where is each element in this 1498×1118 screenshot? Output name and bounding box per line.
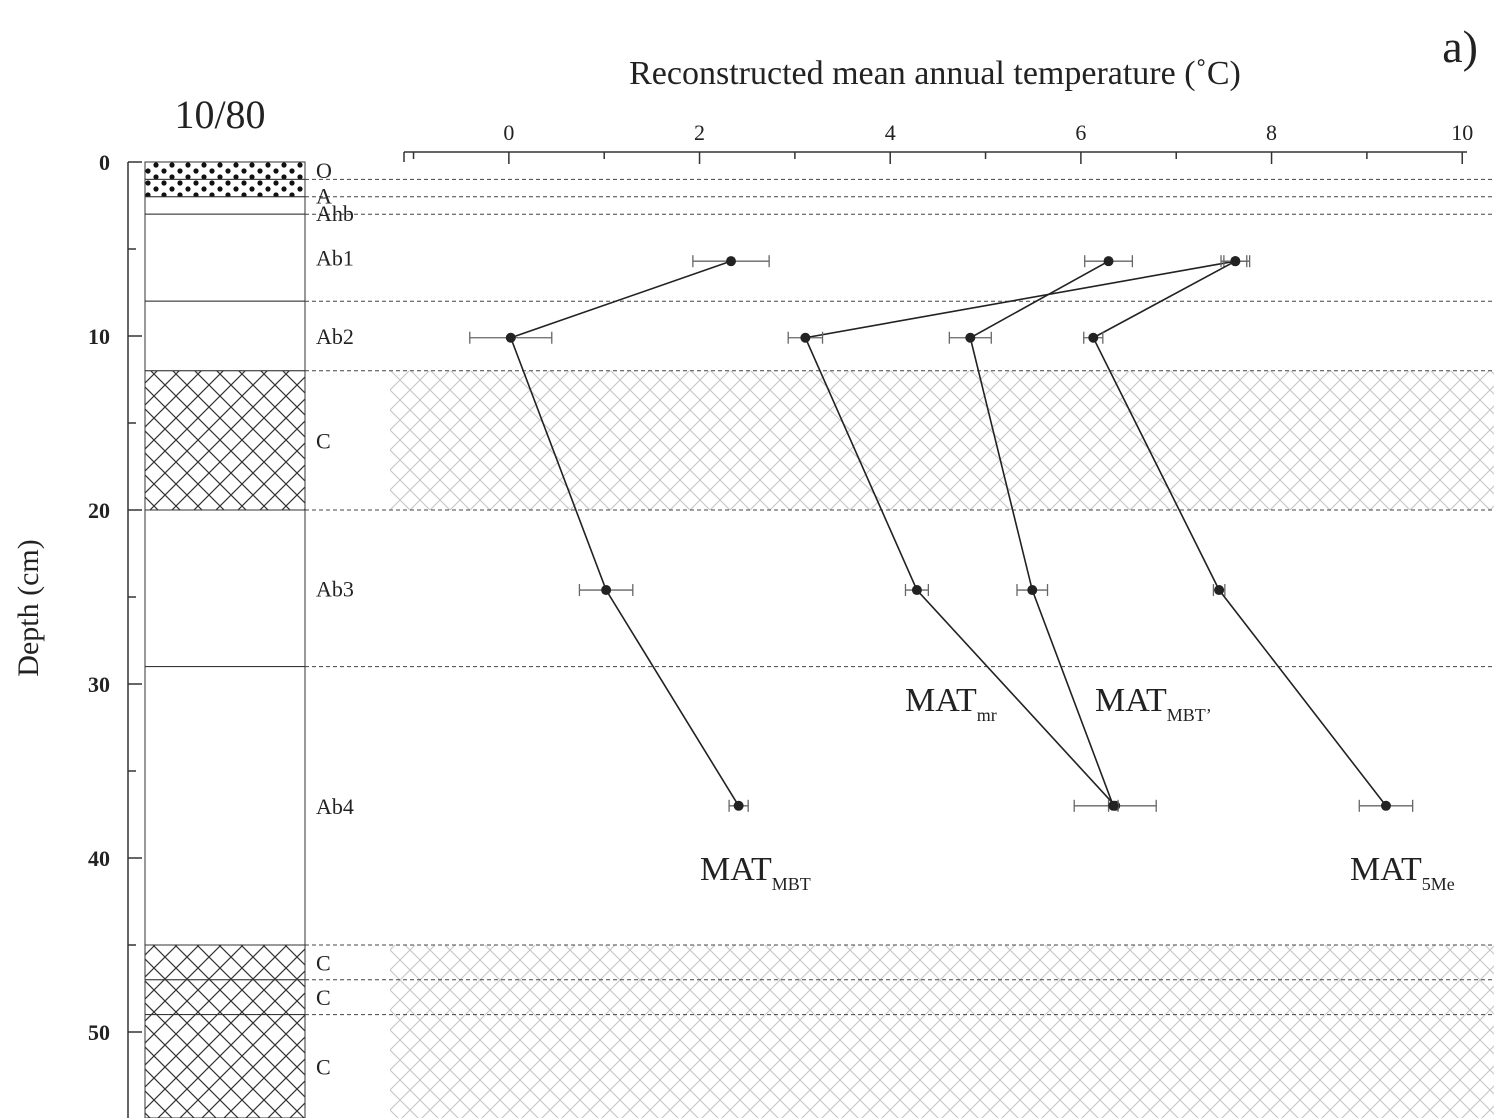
horizon-label-4: Ab2 bbox=[316, 324, 354, 349]
c-horizon-band-10 bbox=[390, 1014, 1494, 1118]
series-label-2: MATMBT’ bbox=[1095, 682, 1212, 725]
series-line-1 bbox=[804, 260, 1236, 807]
horizon-cell-3 bbox=[144, 213, 306, 302]
y-axis-title: Depth (cm) bbox=[12, 539, 45, 676]
series-line-0 bbox=[509, 260, 740, 807]
c-horizon-band-8 bbox=[390, 945, 1494, 980]
horizon-bands bbox=[390, 370, 1494, 1118]
series-label-subscript: 5Me bbox=[1422, 874, 1455, 894]
horizon-cell-0 bbox=[144, 161, 306, 180]
horizon-cell-5 bbox=[144, 370, 306, 511]
data-point bbox=[1108, 800, 1119, 811]
horizon-label-10: C bbox=[316, 1054, 331, 1079]
x-tick-label: 0 bbox=[503, 120, 514, 145]
data-point bbox=[601, 585, 612, 596]
horizon-cell-10 bbox=[144, 1014, 306, 1118]
y-axis: 0 10 20 30 40 50 bbox=[88, 150, 142, 1118]
panel-label: a) bbox=[1442, 21, 1478, 72]
data-point bbox=[800, 332, 811, 343]
c-horizon-band-9 bbox=[390, 979, 1494, 1015]
data-point bbox=[1214, 585, 1225, 596]
horizon-cell-2 bbox=[144, 196, 306, 215]
data-point bbox=[911, 585, 922, 596]
y-tick-label: 0 bbox=[99, 150, 110, 175]
x-tick-label: 2 bbox=[694, 120, 705, 145]
x-tick-label: 4 bbox=[885, 120, 896, 145]
horizon-label-9: C bbox=[316, 985, 331, 1010]
horizon-cell-4 bbox=[144, 300, 306, 372]
series-line-2 bbox=[969, 260, 1115, 807]
data-point bbox=[1230, 256, 1241, 267]
horizon-cell-1 bbox=[144, 178, 306, 198]
data-point bbox=[965, 332, 976, 343]
horizon-label-5: C bbox=[316, 428, 331, 453]
data-point bbox=[1380, 800, 1391, 811]
series-label-3: MAT5Me bbox=[1350, 851, 1455, 894]
series-label-0: MATMBT bbox=[700, 851, 811, 894]
horizon-label-2: Ahb bbox=[316, 201, 354, 226]
horizon-label-8: C bbox=[316, 950, 331, 975]
y-tick-label: 30 bbox=[88, 672, 110, 697]
y-tick-label: 20 bbox=[88, 498, 110, 523]
soil-profile-column bbox=[144, 161, 306, 1118]
horizon-cell-8 bbox=[144, 944, 306, 981]
data-point bbox=[1088, 332, 1099, 343]
horizon-label-3: Ab1 bbox=[316, 246, 354, 271]
x-tick-label: 6 bbox=[1075, 120, 1086, 145]
horizon-cell-9 bbox=[144, 979, 306, 1016]
horizon-label-6: Ab3 bbox=[316, 576, 354, 601]
y-tick-label: 50 bbox=[88, 1020, 110, 1045]
series-label-subscript: MBT’ bbox=[1167, 705, 1212, 725]
horizon-cell-6 bbox=[144, 509, 306, 668]
x-tick-label: 8 bbox=[1266, 120, 1277, 145]
x-axis: 0 2 4 6 8 10 bbox=[403, 120, 1473, 164]
series-line-3 bbox=[1092, 260, 1387, 807]
y-tick-label: 40 bbox=[88, 846, 110, 871]
series-label-subscript: mr bbox=[977, 705, 997, 725]
series-labels: MATMBT MATmr MATMBT’ MAT5Me bbox=[700, 682, 1455, 894]
x-tick-label: 10 bbox=[1451, 120, 1473, 145]
data-point bbox=[1103, 256, 1114, 267]
profile-title: 10/80 bbox=[174, 92, 265, 137]
x-axis-title: Reconstructed mean annual temperature (˚… bbox=[629, 55, 1241, 92]
y-tick-label: 10 bbox=[88, 324, 110, 349]
horizon-cell-7 bbox=[144, 666, 306, 946]
series-label-subscript: MBT bbox=[772, 874, 811, 894]
data-point bbox=[1027, 585, 1038, 596]
horizon-label-1: A bbox=[316, 183, 332, 208]
data-point bbox=[733, 800, 744, 811]
data-point bbox=[726, 256, 737, 267]
horizon-boundary-lines bbox=[305, 178, 1494, 1016]
series-label-1: MATmr bbox=[905, 682, 997, 725]
series-lines bbox=[469, 255, 1414, 812]
c-horizon-band-5 bbox=[390, 370, 1494, 510]
data-point bbox=[505, 332, 516, 343]
horizon-label-0: O bbox=[316, 158, 332, 183]
horizon-label-7: Ab4 bbox=[316, 794, 354, 819]
